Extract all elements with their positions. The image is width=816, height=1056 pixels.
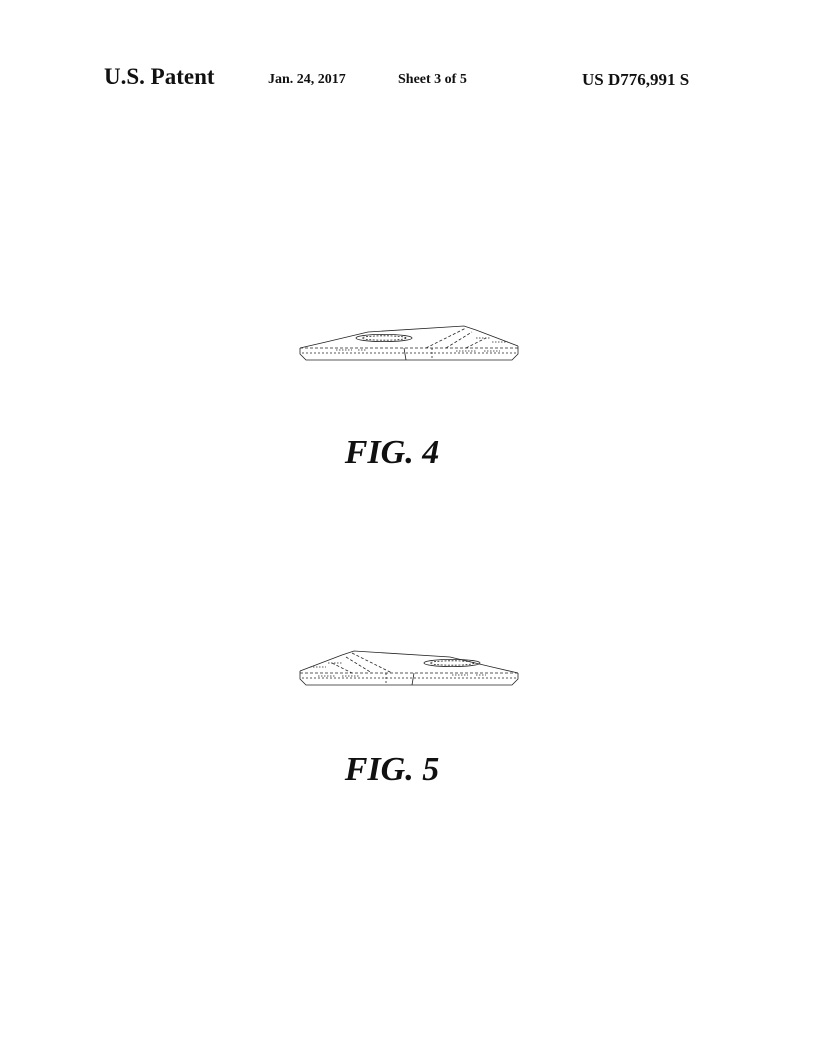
device-side-view-drawing [296, 320, 526, 360]
figure-5-caption: FIG. 5 [0, 751, 784, 789]
figure-5: FIG. 5 [0, 645, 816, 795]
figure-4: FIG. 4 [0, 320, 816, 480]
figure-4-caption: FIG. 4 [0, 434, 784, 472]
sheet-number: Sheet 3 of 5 [398, 72, 467, 88]
device-side-view-drawing-reversed [296, 645, 526, 685]
patent-title: U.S. Patent [104, 64, 215, 90]
patent-number: US D776,991 S [582, 70, 689, 90]
page-header: U.S. Patent Jan. 24, 2017 Sheet 3 of 5 U… [0, 64, 816, 94]
patent-date: Jan. 24, 2017 [268, 72, 346, 88]
